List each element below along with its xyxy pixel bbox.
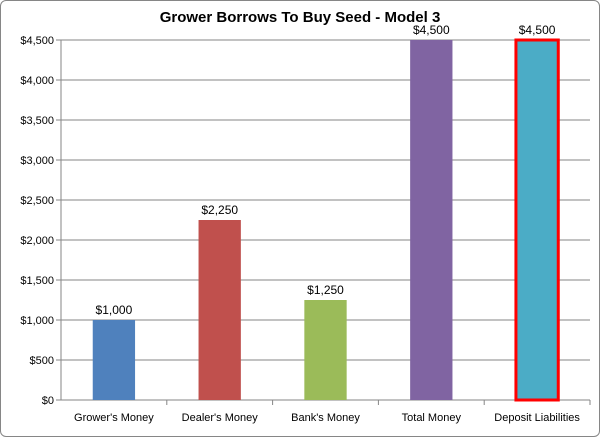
data-labels: $1,000 $2,250 $1,250 $4,500 $4,500 <box>96 23 556 317</box>
y-tick-label-6: $3,000 <box>20 155 54 167</box>
category-label-2: Bank's Money <box>291 412 360 424</box>
y-tick-label-4: $2,000 <box>20 235 54 247</box>
data-label-4: $4,500 <box>519 23 556 37</box>
gridlines <box>56 39 591 405</box>
y-axis-ticks: $0 $500 $1,000 $1,500 $2,000 $2,500 $3,000 $3,5… <box>20 35 54 407</box>
bar-2 <box>304 300 347 400</box>
y-tick-label-0: $0 <box>42 395 54 407</box>
data-label-3: $4,500 <box>413 23 450 37</box>
bars <box>92 38 560 402</box>
bar-1 <box>198 220 241 400</box>
category-label-1: Dealer's Money <box>182 412 259 424</box>
y-tick-label-1: $500 <box>30 355 54 367</box>
bar-4 <box>514 38 560 402</box>
data-label-1: $2,250 <box>201 203 238 217</box>
category-label-0: Grower's Money <box>74 412 154 424</box>
y-tick-label-3: $1,500 <box>20 275 54 287</box>
y-tick-label-9: $4,500 <box>20 35 54 47</box>
category-label-3: Total Money <box>402 412 462 424</box>
data-label-0: $1,000 <box>96 303 133 317</box>
data-label-2: $1,250 <box>307 283 344 297</box>
y-tick-label-2: $1,000 <box>20 315 54 327</box>
y-tick-label-8: $4,000 <box>20 75 54 87</box>
bar-3 <box>410 40 453 400</box>
x-axis-categories: Grower's Money Dealer's Money Bank's Money… <box>74 412 580 424</box>
y-tick-label-5: $2,500 <box>20 195 54 207</box>
category-label-4: Deposit Liabilities <box>494 412 580 424</box>
y-tick-label-7: $3,500 <box>20 115 54 127</box>
bar-0 <box>92 320 136 400</box>
chart-title: Grower Borrows To Buy Seed - Model 3 <box>160 9 441 26</box>
